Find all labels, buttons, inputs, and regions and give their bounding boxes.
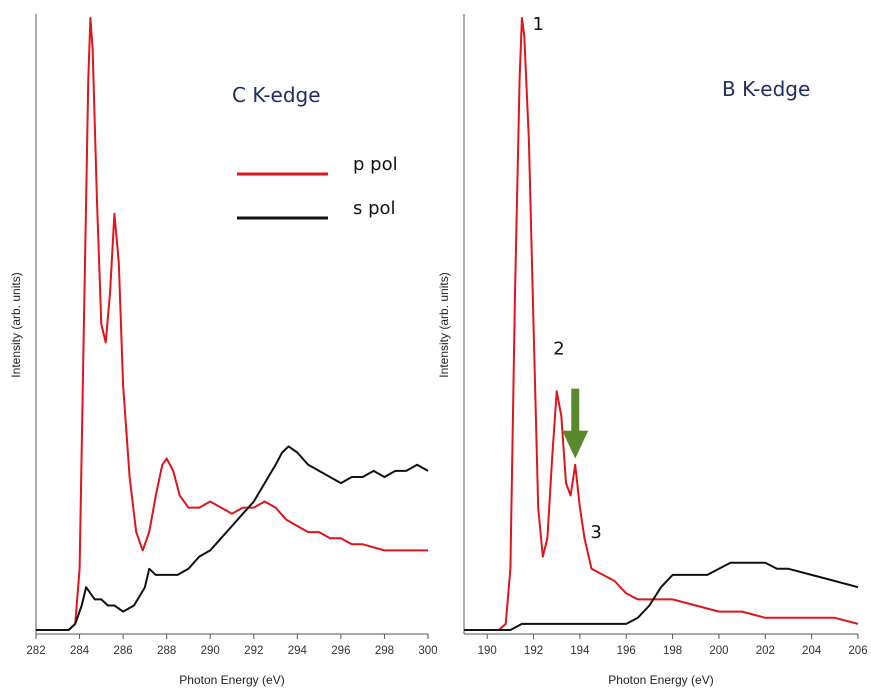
x-tick-label: 202 [756, 645, 775, 657]
x-tick-label: 294 [288, 645, 308, 657]
b-k-edge-panel: 190 192 194 196 198 200 202 204 206 Photon Energy… [437, 14, 868, 687]
chart-title: C K-edge [232, 83, 321, 107]
peak-label-1: 1 [532, 14, 543, 35]
s-pol-series-line [36, 445, 429, 631]
peak-label-2: 2 [553, 339, 564, 360]
x-tick-label: 288 [157, 645, 176, 657]
x-tick-label: 190 [478, 645, 497, 657]
p-pol-series-line [36, 17, 428, 631]
legend-label-p-pol: p pol [353, 154, 398, 175]
x-tick-label: 204 [802, 645, 822, 657]
s-pol-series-line [464, 561, 859, 631]
x-tick-label: 192 [524, 645, 543, 657]
x-tick-label: 194 [570, 645, 590, 657]
x-tick-label: 206 [848, 645, 867, 657]
x-tick-label: 292 [244, 645, 263, 657]
x-tick-label: 284 [70, 645, 90, 657]
x-axis-label: Photon Energy (eV) [179, 673, 284, 687]
x-tick-label: 282 [26, 645, 45, 657]
x-tick-label: 196 [617, 645, 636, 657]
x-axis-label: Photon Energy (eV) [608, 673, 713, 687]
x-tick-label: 296 [331, 645, 350, 657]
c-k-edge-panel: 282 284 286 288 290 292 294 296 298 300 Photon Ene… [9, 14, 438, 687]
p-pol-series-line [464, 17, 859, 631]
peak-label-3: 3 [590, 522, 601, 543]
legend-label-s-pol: s pol [353, 198, 396, 219]
y-axis-label: Intensity (arb. units) [437, 272, 451, 377]
peak-arrow-head [562, 430, 589, 459]
y-axis-label: Intensity (arb. units) [9, 272, 23, 377]
x-tick-label: 290 [201, 645, 220, 657]
legend: p pol s pol [237, 154, 398, 220]
x-tick-label: 198 [663, 645, 682, 657]
x-tick-label: 300 [418, 645, 437, 657]
x-tick-label: 298 [375, 645, 394, 657]
peak-arrow-shaft [571, 388, 580, 433]
chart-title: B K-edge [722, 77, 810, 101]
x-tick-label: 200 [709, 645, 728, 657]
x-tick-label: 286 [114, 645, 133, 657]
